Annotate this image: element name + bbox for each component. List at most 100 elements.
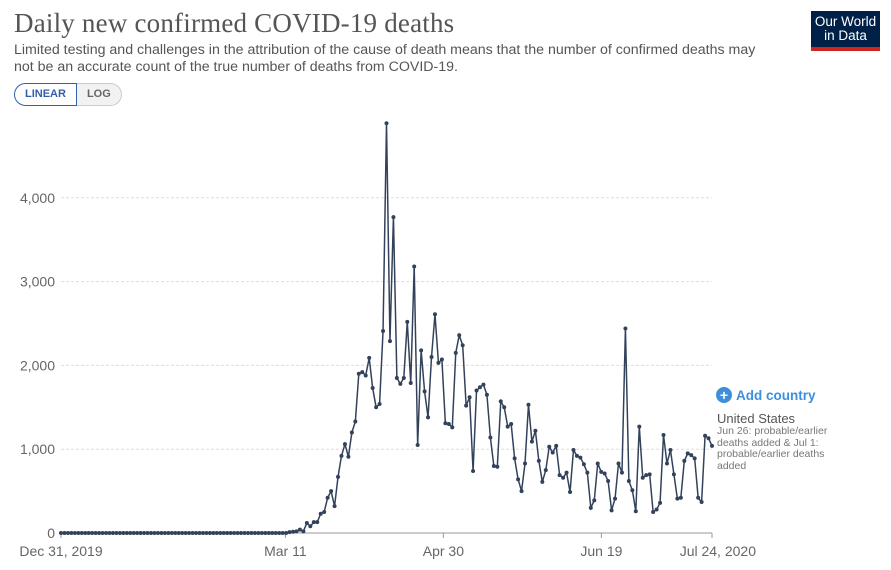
data-point xyxy=(682,458,687,463)
data-point xyxy=(564,470,569,475)
data-point xyxy=(633,509,638,514)
data-point xyxy=(332,504,337,509)
data-point xyxy=(69,531,74,535)
data-point xyxy=(149,531,154,535)
data-point xyxy=(83,531,88,535)
data-point xyxy=(155,531,160,535)
data-point xyxy=(131,531,136,535)
add-country-label: Add country xyxy=(736,387,816,403)
data-point xyxy=(561,475,566,480)
gridlines xyxy=(61,197,712,450)
data-point xyxy=(533,428,538,433)
data-point xyxy=(592,498,597,503)
data-point xyxy=(107,531,112,535)
y-tick-label: 3,000 xyxy=(20,274,55,290)
data-point xyxy=(349,430,354,435)
data-point xyxy=(613,496,618,501)
y-tick-label: 4,000 xyxy=(20,190,55,206)
owid-logo[interactable]: Our World in Data xyxy=(811,11,880,51)
data-point xyxy=(360,370,365,375)
data-point xyxy=(422,389,427,394)
data-point xyxy=(228,531,233,535)
data-point xyxy=(699,499,704,504)
data-point xyxy=(651,510,656,515)
data-point xyxy=(588,505,593,510)
data-point xyxy=(277,531,282,535)
data-point xyxy=(273,531,278,535)
plus-circle-icon: + xyxy=(716,387,732,403)
data-point xyxy=(280,531,285,535)
logo-line-1: Our World xyxy=(814,14,877,29)
data-point xyxy=(197,531,202,535)
data-point xyxy=(138,531,143,535)
y-tick-label: 0 xyxy=(47,525,55,541)
data-point xyxy=(187,531,192,535)
data-point xyxy=(585,470,590,475)
data-point xyxy=(474,388,479,393)
data-point xyxy=(554,443,559,448)
data-point xyxy=(377,401,382,406)
data-point xyxy=(571,448,576,453)
data-point xyxy=(412,264,417,269)
data-point xyxy=(654,507,659,512)
data-point xyxy=(453,350,458,355)
data-point xyxy=(408,381,413,385)
data-point xyxy=(647,472,652,477)
data-point xyxy=(124,531,129,535)
data-point xyxy=(619,470,624,475)
data-point xyxy=(135,531,140,535)
add-country-button[interactable]: + Add country xyxy=(716,387,816,403)
data-point xyxy=(176,531,181,535)
data-point xyxy=(429,355,434,360)
data-point xyxy=(581,462,586,467)
data-point xyxy=(391,215,396,220)
data-point xyxy=(405,319,410,324)
linear-scale-button[interactable]: LINEAR xyxy=(14,83,77,106)
data-point xyxy=(235,531,240,535)
data-point xyxy=(678,495,683,500)
x-axis: Dec 31, 2019 Mar 11 Apr 30 Jun 19 Jul 24, 20… xyxy=(19,532,756,559)
data-point xyxy=(239,531,244,535)
y-axis: 0 1,000 2,000 3,000 4,000 xyxy=(20,190,55,541)
data-point xyxy=(526,402,531,407)
data-point xyxy=(304,520,309,525)
data-point xyxy=(509,422,514,427)
data-point xyxy=(72,531,77,535)
data-point xyxy=(336,474,341,479)
data-point xyxy=(145,531,150,535)
data-point xyxy=(498,399,503,404)
data-point xyxy=(62,531,67,535)
data-point xyxy=(568,489,573,494)
data-point xyxy=(523,461,528,466)
data-point xyxy=(540,479,545,484)
data-point xyxy=(696,495,701,500)
data-point xyxy=(668,448,673,453)
data-point xyxy=(623,326,628,331)
data-point xyxy=(183,531,188,535)
y-tick-label: 2,000 xyxy=(20,357,55,373)
data-point xyxy=(426,415,431,420)
data-point xyxy=(439,357,444,362)
data-point xyxy=(630,488,635,493)
data-point xyxy=(294,529,299,534)
log-scale-button[interactable]: LOG xyxy=(76,83,122,106)
legend-country-label[interactable]: United States xyxy=(717,411,796,426)
data-point xyxy=(180,531,185,535)
data-point xyxy=(322,510,327,515)
data-point xyxy=(471,468,476,473)
data-point xyxy=(658,500,663,505)
series-line xyxy=(61,123,713,534)
data-point xyxy=(59,531,63,535)
chart-title: Daily new confirmed COVID-19 deaths xyxy=(14,8,455,38)
logo-line-2: in Data xyxy=(824,28,867,43)
data-point xyxy=(606,479,611,484)
data-point xyxy=(689,453,694,458)
data-point xyxy=(218,531,223,535)
data-point xyxy=(609,508,614,513)
data-point xyxy=(356,371,361,376)
data-point xyxy=(491,463,496,468)
data-point xyxy=(263,531,268,535)
y-tick-label: 1,000 xyxy=(20,441,55,457)
legend-annotation: Jun 26: probable/earlier deaths added & … xyxy=(717,425,828,472)
